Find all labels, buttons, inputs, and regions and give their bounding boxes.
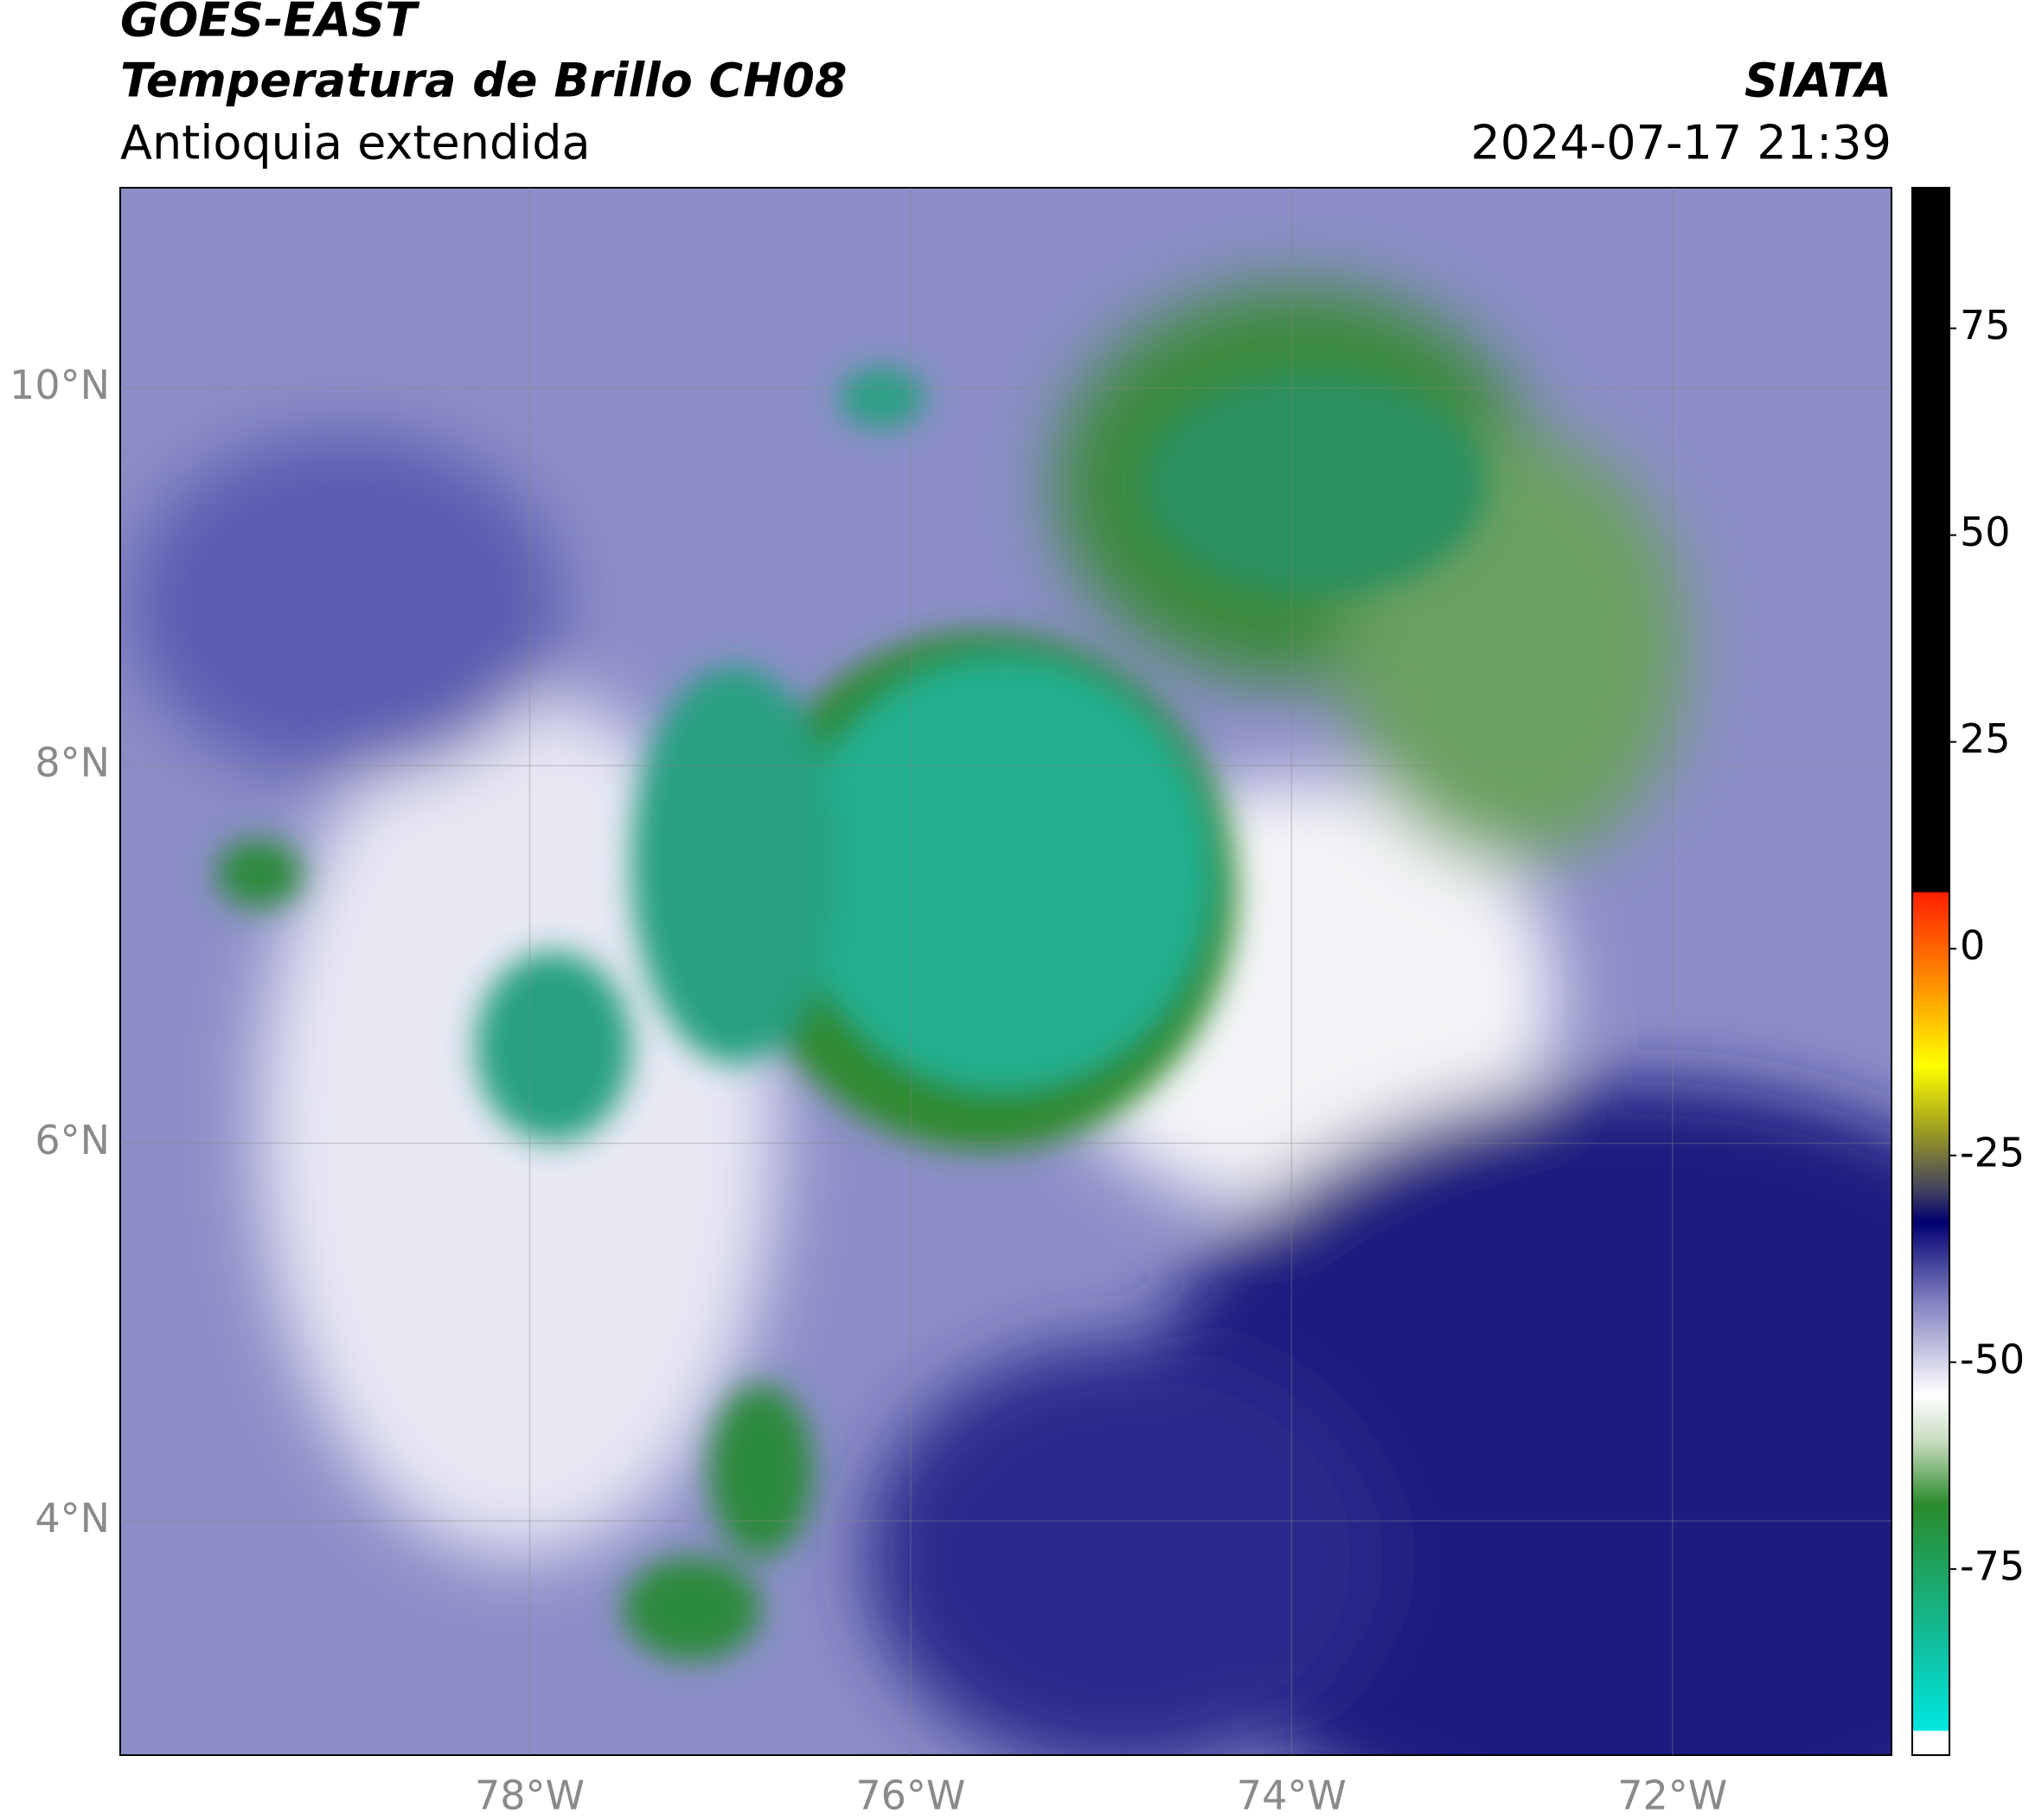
colorbar-tick-label: 0: [1960, 922, 1985, 969]
title: GOES-EAST: [120, 0, 420, 48]
y-tick-label: 8°N: [35, 740, 110, 786]
colorbar-tick-label: -75: [1960, 1542, 2025, 1589]
colorbar-tick-label: 25: [1960, 715, 2011, 762]
colorbar: [1911, 187, 1950, 1756]
x-tick-label: 78°W: [475, 1772, 585, 1817]
satellite-image: [120, 188, 1891, 1755]
x-tick-label: 72°W: [1617, 1772, 1727, 1817]
y-tick-label: 6°N: [35, 1117, 110, 1163]
region: Antioquia extendida: [120, 116, 591, 170]
colorbar-tick-label: -25: [1960, 1129, 2025, 1176]
x-tick-label: 74°W: [1237, 1772, 1347, 1817]
colorbar-tick-label: -50: [1960, 1336, 2025, 1382]
y-tick-label: 4°N: [35, 1495, 110, 1541]
colorbar-tick-label: 75: [1960, 302, 2011, 349]
map-frame: [119, 187, 1892, 1756]
datetime: 2024-07-17 21:39: [1470, 116, 1891, 170]
x-tick-label: 76°W: [855, 1772, 965, 1817]
subtitle: Temperatura de Brillo CH08: [120, 54, 848, 108]
source: SIATA: [1744, 54, 1891, 108]
y-tick-label: 10°N: [10, 362, 110, 408]
colorbar-tick-label: 50: [1960, 509, 2011, 555]
